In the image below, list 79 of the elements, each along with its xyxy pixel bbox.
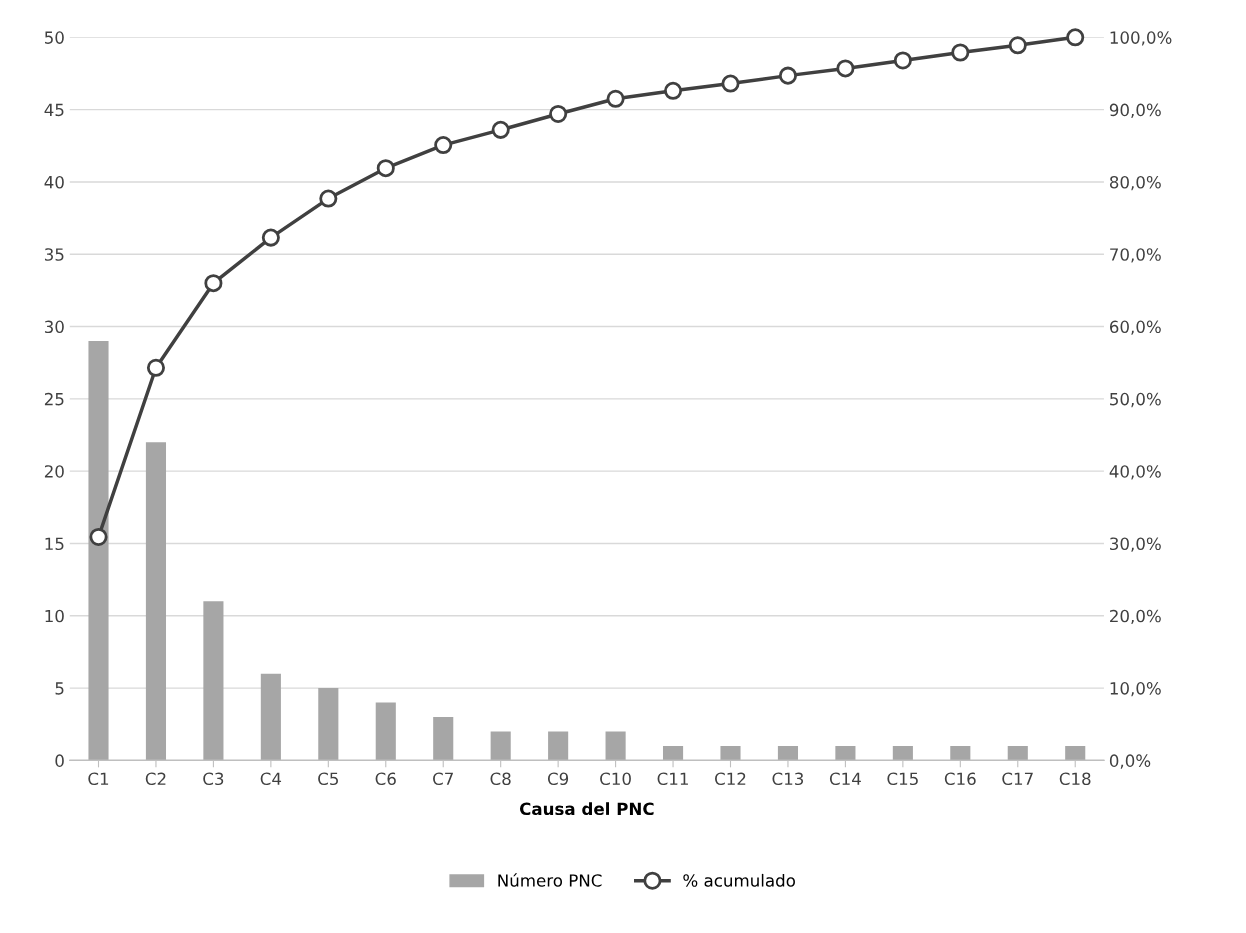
y-tick-label: 40 bbox=[44, 175, 64, 189]
y-tick-label: 20 bbox=[44, 465, 64, 478]
x-tick-label: C16 bbox=[944, 772, 976, 786]
point bbox=[89, 527, 108, 546]
point bbox=[319, 189, 338, 208]
point bbox=[376, 159, 395, 178]
point bbox=[261, 228, 280, 247]
point bbox=[664, 81, 683, 100]
x-tick-label: C8 bbox=[490, 772, 511, 786]
bar bbox=[318, 688, 339, 761]
point bbox=[606, 89, 625, 108]
x-tick-label: C2 bbox=[145, 772, 166, 786]
bar bbox=[375, 702, 396, 761]
bar bbox=[433, 717, 454, 761]
point bbox=[1008, 36, 1027, 55]
bar bbox=[88, 341, 109, 761]
x-tick-label: C12 bbox=[715, 772, 746, 786]
x-tick-label: C6 bbox=[375, 772, 396, 786]
x-tick-label: C14 bbox=[829, 772, 861, 786]
point bbox=[778, 66, 797, 85]
bar bbox=[662, 745, 684, 761]
y2-tick-label: 50,0% bbox=[1110, 392, 1161, 408]
y2-tick-label: 10,0% bbox=[1110, 682, 1161, 697]
bar bbox=[605, 731, 626, 761]
point bbox=[951, 43, 970, 62]
x-tick-label: C3 bbox=[203, 772, 224, 786]
y2-tick-label: 40,0% bbox=[1109, 465, 1161, 480]
y-tick-label: 25 bbox=[44, 392, 64, 406]
x-tick-label: C7 bbox=[433, 772, 453, 786]
x-tick-label: C11 bbox=[657, 772, 688, 786]
y2-tick-label: 100,0% bbox=[1110, 31, 1172, 46]
x-tick-label: C10 bbox=[600, 772, 631, 786]
point bbox=[434, 136, 453, 155]
bar bbox=[490, 731, 511, 761]
point bbox=[491, 120, 510, 139]
bar bbox=[548, 731, 569, 761]
point bbox=[893, 51, 912, 70]
bar bbox=[203, 601, 224, 761]
point bbox=[146, 358, 165, 377]
x-tick-label: C4 bbox=[260, 772, 282, 786]
point bbox=[721, 74, 740, 93]
x-tick-label: C13 bbox=[772, 772, 804, 786]
y2-tick-label: 0,0% bbox=[1109, 754, 1151, 769]
point bbox=[1066, 28, 1085, 47]
y2-tick-label: 60,0% bbox=[1109, 320, 1161, 335]
y-tick-label: 30 bbox=[44, 320, 64, 334]
y-tick-label: 45 bbox=[44, 103, 64, 117]
x-tick-label: C18 bbox=[1059, 772, 1091, 786]
y2-tick-label: 80,0% bbox=[1109, 175, 1161, 191]
legend-label: Número PNC bbox=[498, 873, 602, 887]
bar bbox=[720, 745, 741, 761]
bar bbox=[1065, 745, 1086, 761]
bar bbox=[777, 745, 799, 761]
y-tick-label: 0 bbox=[55, 754, 64, 767]
bar bbox=[835, 745, 856, 761]
x-tick-label: C1 bbox=[88, 772, 109, 786]
bar bbox=[892, 745, 913, 761]
y-tick-label: 50 bbox=[44, 31, 64, 44]
bar bbox=[260, 673, 281, 761]
y-tick-label: 10 bbox=[45, 609, 64, 623]
bar bbox=[145, 442, 167, 761]
y2-tick-label: 70,0% bbox=[1110, 248, 1161, 263]
point bbox=[549, 104, 568, 123]
y2-tick-label: 90,0% bbox=[1109, 103, 1161, 118]
bar bbox=[1007, 745, 1028, 761]
y-tick-label: 15 bbox=[45, 537, 64, 551]
x-axis-title: Causa del PNC bbox=[519, 802, 654, 816]
x-tick-label: C15 bbox=[887, 772, 918, 786]
point bbox=[836, 59, 855, 78]
x-tick-label: C5 bbox=[318, 772, 338, 786]
bar bbox=[950, 745, 971, 761]
x-tick-label: C17 bbox=[1002, 772, 1033, 786]
y-tick-label: 5 bbox=[55, 682, 64, 695]
x-tick-label: C9 bbox=[547, 772, 569, 786]
y-tick-label: 35 bbox=[44, 248, 64, 261]
point bbox=[204, 274, 223, 293]
y2-tick-label: 20,0% bbox=[1110, 609, 1161, 625]
legend-label: % acumulado bbox=[683, 873, 795, 887]
y2-tick-label: 30,0% bbox=[1110, 537, 1161, 552]
